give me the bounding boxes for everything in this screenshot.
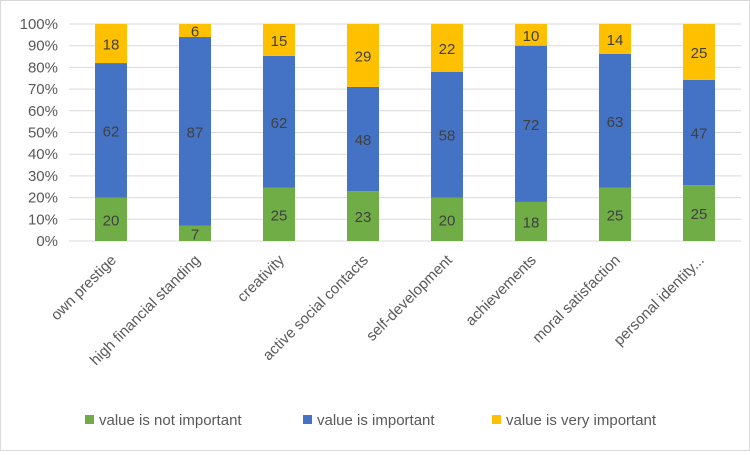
y-tick-label: 40% [28,146,58,163]
bar-segment [263,55,295,188]
y-tick-label: 30% [28,168,58,185]
bar-segment [179,225,211,241]
y-tick-label: 100% [20,16,58,33]
bar-segment [683,185,715,241]
category-label: creativity [234,251,288,305]
category-label: self-development [363,251,456,344]
bar-segment [431,24,463,72]
category-label: achievements [462,252,539,329]
bar-segment [95,63,127,198]
data-label: 48 [355,132,372,149]
legend: value is not important value is important… [85,412,657,429]
bar-segment [347,24,379,87]
data-label: 22 [439,41,456,58]
bar-segment [431,71,463,198]
data-label: 14 [607,32,624,49]
data-label: 20 [439,212,456,229]
data-label: 63 [607,114,624,131]
data-label: 25 [691,206,708,223]
data-label: 29 [355,48,372,65]
legend-label: value is important [317,412,435,429]
bar-segment [179,24,211,38]
y-tick-label: 60% [28,103,58,120]
data-label: 25 [607,207,624,224]
bar-segment [599,53,631,188]
data-label: 47 [691,126,708,143]
data-labels: 20 62 18 7 87 6 25 62 15 23 48 29 20 58 22 18 72 10 25 63 14… [103,24,708,244]
y-tick-label: 20% [28,190,58,207]
data-label: 18 [103,37,120,54]
y-tick-label: 70% [28,81,58,98]
bar-segment [599,24,631,54]
bar-segment [515,24,547,46]
y-tick-label: 90% [28,38,58,55]
bar-segment [683,79,715,186]
bar-segment [515,201,547,241]
bar-segment [599,187,631,241]
data-label: 62 [271,115,288,132]
legend-swatch [492,415,501,424]
data-label: 15 [271,33,288,50]
bar-segment [683,24,715,80]
y-tick-label: 50% [28,125,58,142]
data-label: 58 [439,128,456,145]
bar-segment [263,187,295,241]
bars [95,24,715,241]
data-label: 62 [103,123,120,140]
data-label: 10 [523,28,540,45]
data-label: 7 [191,226,199,243]
legend-swatch [85,415,94,424]
legend-label: value is very important [506,412,657,429]
y-tick-label: 80% [28,59,58,76]
bar-segment [347,191,379,241]
data-label: 87 [187,124,204,141]
bar-segment [263,24,295,56]
data-label: 25 [691,45,708,62]
category-label: moral satisfaction [529,252,624,347]
legend-label: value is not important [99,412,242,429]
bar-segment [431,197,463,241]
bar-segment [179,37,211,226]
data-label: 6 [191,24,199,41]
bar-segment [347,86,379,192]
category-label: own prestige [48,252,120,324]
bar-segment [95,24,127,64]
y-tick-label: 0% [36,233,58,250]
data-label: 23 [355,209,372,226]
data-label: 72 [523,117,540,134]
data-label: 18 [523,214,540,231]
data-label: 20 [103,212,120,229]
data-label: 25 [271,207,288,224]
legend-swatch [303,415,312,424]
bar-segment [95,197,127,241]
category-label: personal identity... [611,252,708,349]
bar-segment [515,45,547,202]
gridlines [69,23,741,242]
y-tick-label: 10% [28,211,58,228]
y-axis-ticks: 0% 10% 20% 30% 40% 50% 60% 70% 80% 90% 100% [20,16,58,250]
